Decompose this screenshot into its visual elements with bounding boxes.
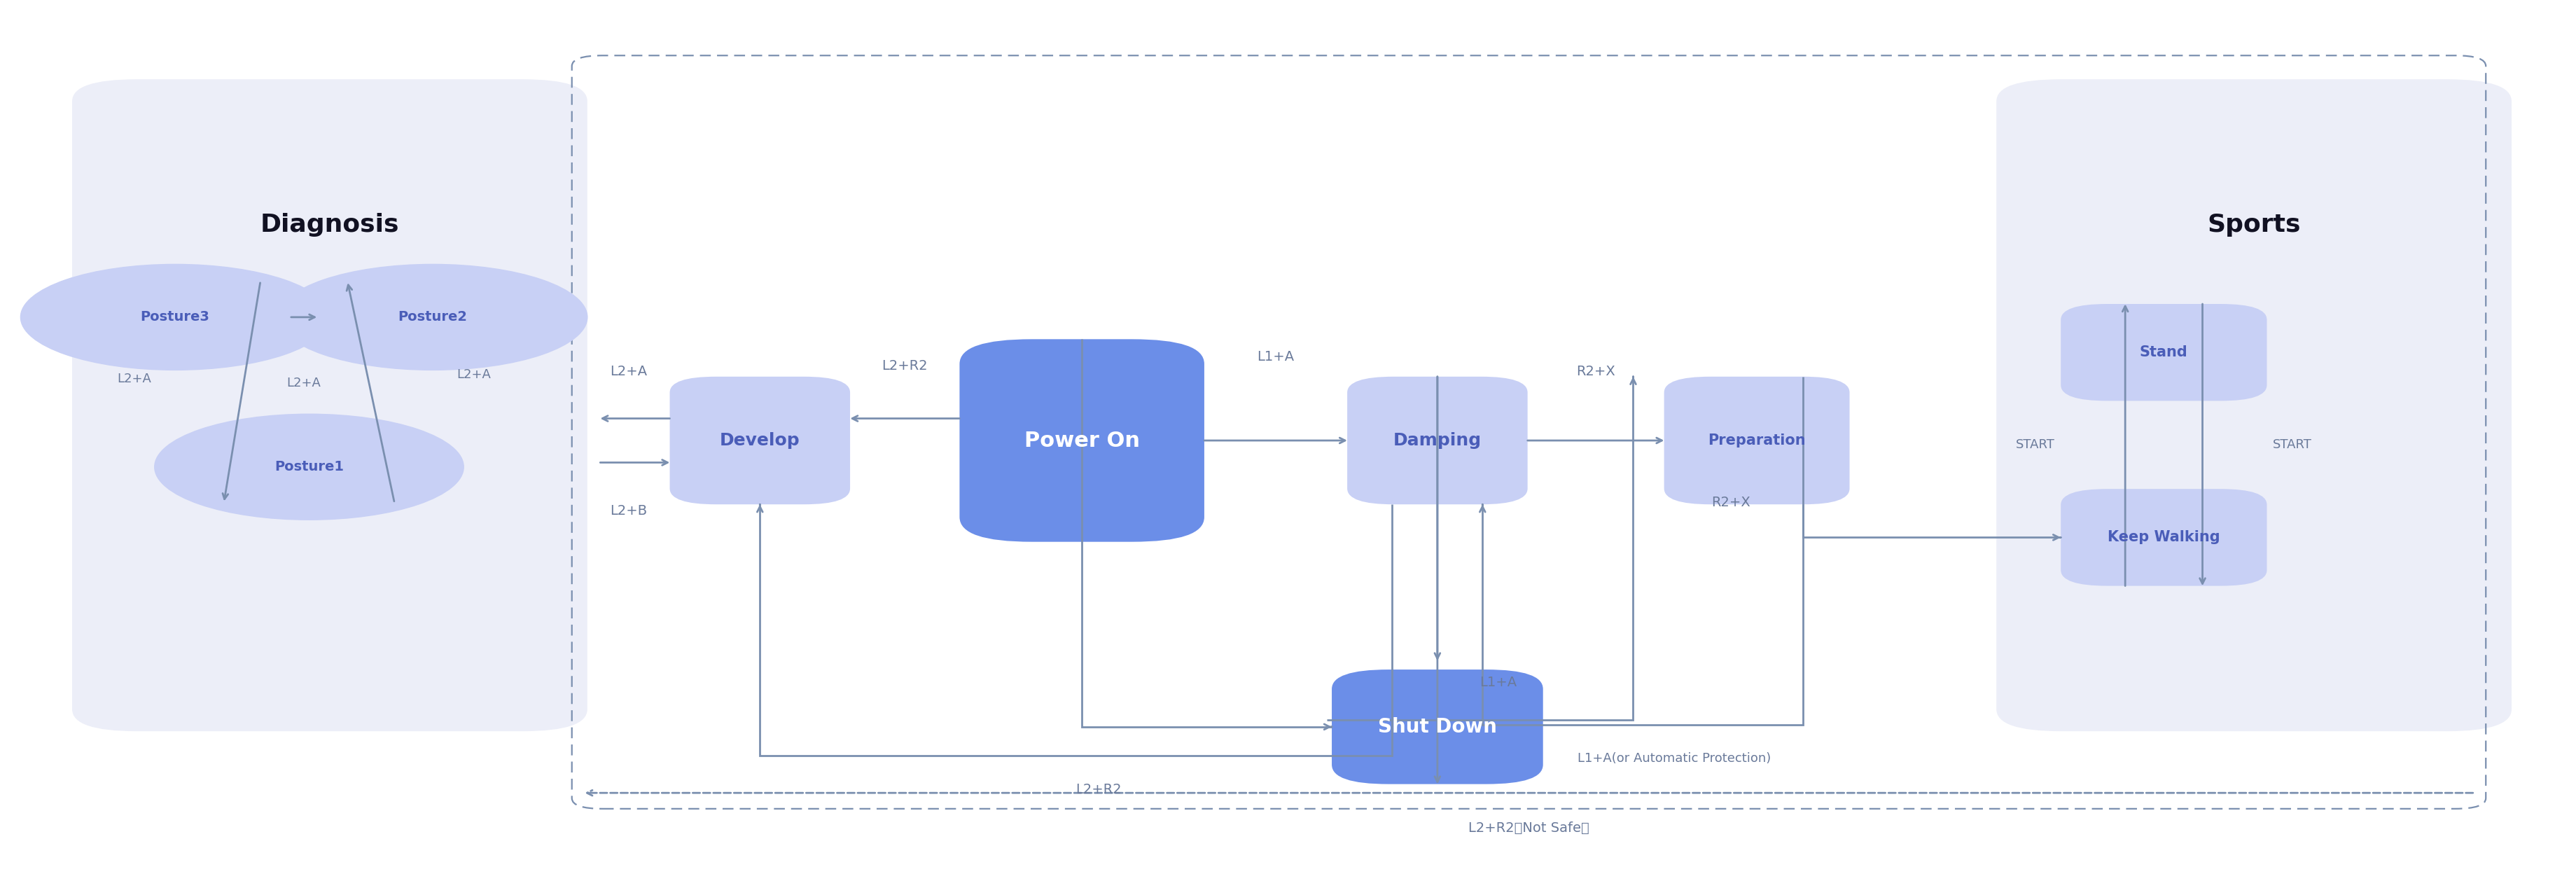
- Text: R2+X: R2+X: [1577, 365, 1615, 379]
- Text: Develop: Develop: [719, 432, 801, 449]
- Text: Damping: Damping: [1394, 432, 1481, 449]
- Text: L1+A(or Automatic Protection): L1+A(or Automatic Protection): [1577, 752, 1772, 765]
- FancyBboxPatch shape: [1332, 670, 1543, 784]
- Text: Diagnosis: Diagnosis: [260, 212, 399, 237]
- FancyBboxPatch shape: [1996, 79, 2512, 731]
- FancyBboxPatch shape: [72, 79, 587, 731]
- Text: Power On: Power On: [1025, 430, 1139, 451]
- Text: Stand: Stand: [2141, 345, 2187, 359]
- Text: L2+R2（Not Safe）: L2+R2（Not Safe）: [1468, 821, 1589, 835]
- Circle shape: [155, 414, 464, 520]
- Text: L2+A: L2+A: [116, 373, 152, 385]
- FancyBboxPatch shape: [2061, 489, 2267, 586]
- Text: START: START: [2272, 439, 2313, 451]
- Text: L2+A: L2+A: [456, 368, 492, 381]
- Text: Posture1: Posture1: [276, 460, 343, 474]
- Text: L2+R2: L2+R2: [1077, 782, 1121, 796]
- Text: L1+A: L1+A: [1257, 350, 1293, 364]
- FancyBboxPatch shape: [1347, 376, 1528, 504]
- Circle shape: [278, 264, 587, 370]
- Text: Posture2: Posture2: [399, 310, 466, 324]
- Text: Preparation: Preparation: [1708, 433, 1806, 448]
- Text: R2+X: R2+X: [1710, 495, 1752, 509]
- FancyBboxPatch shape: [958, 339, 1206, 542]
- Text: L2+A: L2+A: [286, 377, 322, 389]
- Text: Keep Walking: Keep Walking: [2107, 530, 2221, 544]
- Text: L1+A: L1+A: [1479, 676, 1517, 690]
- FancyBboxPatch shape: [2061, 304, 2267, 401]
- Text: Sports: Sports: [2208, 212, 2300, 237]
- Text: L2+B: L2+B: [611, 504, 647, 518]
- Circle shape: [21, 264, 330, 370]
- Text: START: START: [2014, 439, 2056, 451]
- FancyBboxPatch shape: [1664, 376, 1850, 504]
- Text: Shut Down: Shut Down: [1378, 717, 1497, 737]
- Text: L2+R2: L2+R2: [881, 359, 927, 373]
- Text: Posture3: Posture3: [142, 310, 209, 324]
- FancyBboxPatch shape: [670, 376, 850, 504]
- Text: L2+A: L2+A: [611, 365, 647, 379]
